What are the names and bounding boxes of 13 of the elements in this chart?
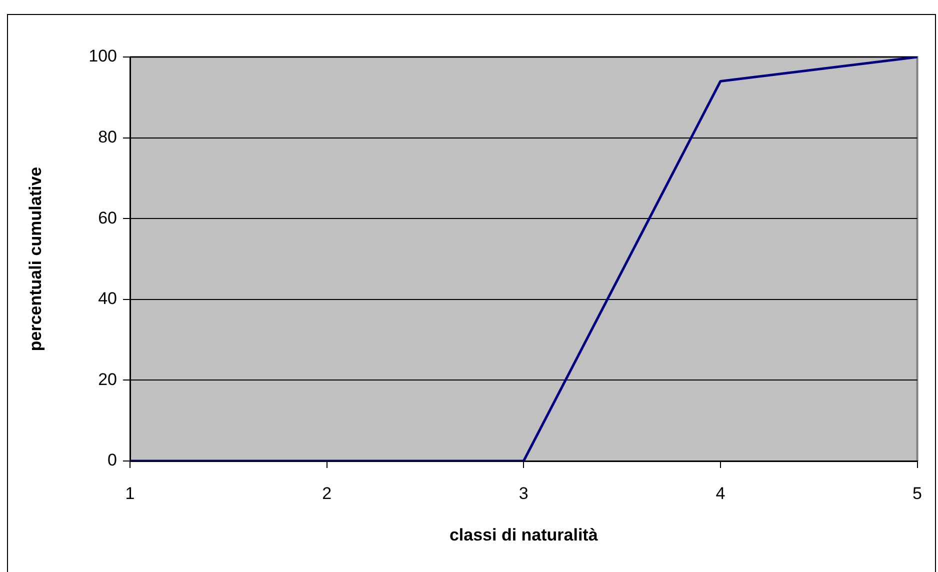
x-tick-label: 5: [912, 484, 922, 503]
y-tick-label: 60: [98, 208, 117, 228]
y-tick-label: 80: [98, 127, 117, 146]
x-tick-label: 1: [125, 484, 135, 503]
x-tick-label: 4: [716, 484, 726, 503]
y-tick-label: 20: [98, 370, 117, 389]
y-tick-label: 0: [108, 450, 117, 470]
y-tick-label: 40: [98, 289, 117, 308]
x-axis-title: classi di naturalità: [449, 525, 598, 544]
y-tick-label: 100: [88, 46, 117, 66]
y-axis-title: percentuali cumulative: [26, 166, 45, 352]
x-tick-label: 2: [322, 484, 332, 503]
x-tick-label: 3: [518, 484, 528, 503]
